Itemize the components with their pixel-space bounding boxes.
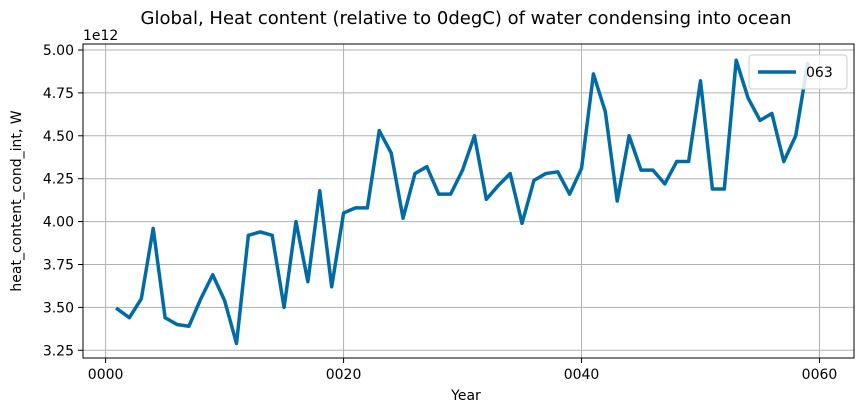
data-point [722,187,726,191]
legend-label: 063 [806,65,833,81]
data-point [770,111,774,116]
data-point [496,183,500,188]
data-point [437,192,441,196]
data-point [484,197,488,201]
x-tick-label: 0040 [564,367,600,383]
data-point [270,233,274,237]
data-point [746,96,750,100]
tick-layer: 0000 0020 0040 0060 3.25 3.50 3.75 4.00 4.25 4.50… [43,43,837,383]
data-point [318,189,322,193]
data-point [460,168,465,172]
data-point [556,170,560,174]
y-tick-label: 5.00 [43,43,74,59]
data-point [544,171,548,176]
data-point [627,134,631,138]
data-point [306,280,310,284]
data-point [246,233,250,237]
data-point [163,316,167,320]
data-point [389,151,393,155]
data-point [294,219,298,224]
data-point [211,273,215,277]
y-tick-label: 4.00 [43,215,74,231]
legend-box [748,54,848,90]
data-point [710,187,715,191]
data-point [425,165,429,169]
data-point [115,307,120,311]
data-point [698,79,703,83]
x-tick-label: 0060 [802,367,838,383]
data-point [282,305,286,309]
y-offset-label: 1e12 [83,28,118,44]
data-point [508,171,512,176]
data-point [341,211,346,215]
y-tick-label: 4.50 [43,129,74,145]
y-tick-label: 3.75 [43,257,74,273]
y-tick-label: 3.25 [43,343,74,359]
y-tick-label: 4.25 [43,172,74,188]
data-point [794,134,798,138]
data-point [330,285,334,289]
data-point [353,206,358,210]
series-line [115,58,810,346]
data-point [175,322,179,327]
y-tick-label: 4.75 [43,86,74,102]
data-point [449,192,453,196]
data-point [639,168,643,172]
data-point [365,206,369,210]
data-point [568,192,572,196]
data-point [782,159,786,164]
data-point [603,110,607,114]
data-point [187,324,191,328]
data-point [687,159,691,164]
data-point [615,199,619,203]
data-point [758,118,762,122]
data-point [199,297,203,301]
data-point [651,168,655,172]
data-point [377,129,381,133]
plot-frame [82,43,855,359]
data-point [663,182,667,186]
data-point [591,72,596,76]
data-point [139,297,143,301]
x-tick-label: 0020 [326,367,362,383]
data-point [234,341,239,346]
data-point [258,230,262,234]
data-point [222,298,227,303]
legend: 063 [748,54,848,90]
y-axis-label: heat_content_cond_int, W [9,110,25,291]
y-tick-label: 3.50 [43,300,74,316]
data-point [472,134,477,138]
chart-title: Global, Heat content (relative to 0degC)… [141,8,792,29]
x-axis-label: Year [450,388,481,404]
grid-layer [83,44,854,358]
data-point [579,166,584,170]
data-point [413,171,417,176]
x-tick-label: 0000 [88,367,124,383]
data-point [532,178,536,183]
data-point [127,316,132,320]
data-point [151,226,155,231]
data-point [734,58,738,62]
data-point [520,221,524,225]
series-layer [115,58,810,346]
data-point [401,216,405,220]
data-point [675,159,679,164]
